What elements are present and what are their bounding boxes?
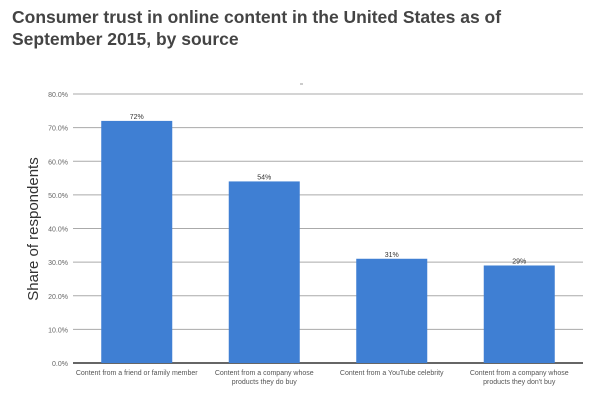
x-tick-label: Content from a YouTube celebrity [340, 370, 444, 377]
chart-title: Consumer trust in online content in the … [12, 7, 502, 49]
bar [228, 181, 300, 363]
y-tick-label: 60.0% [48, 159, 68, 166]
y-tick-label: 70.0% [48, 126, 68, 133]
bar [356, 258, 428, 363]
bar [483, 265, 555, 363]
y-tick-label: 80.0% [48, 92, 68, 99]
y-tick-label: 50.0% [48, 193, 68, 200]
y-tick-label: 0.0% [52, 361, 68, 368]
x-tick-label: products they don't buy [483, 379, 556, 386]
y-tick-label: 10.0% [48, 327, 68, 334]
x-tick-label: products they do buy [232, 379, 297, 386]
bar [101, 120, 173, 364]
data-label: 29% [512, 258, 526, 265]
data-label: 72% [130, 114, 144, 121]
x-tick-label: Content from a company whose [470, 370, 569, 377]
x-tick-label: Content from a company whose [215, 370, 314, 377]
y-tick-label: 20.0% [48, 294, 68, 301]
x-tick-label: Content from a friend or family member [76, 370, 198, 377]
data-label: 31% [385, 252, 399, 259]
y-axis-label: Share of respondents [25, 157, 42, 300]
y-tick-label: 40.0% [48, 227, 68, 234]
y-tick-label: 30.0% [48, 260, 68, 267]
data-label: 54% [257, 174, 271, 181]
